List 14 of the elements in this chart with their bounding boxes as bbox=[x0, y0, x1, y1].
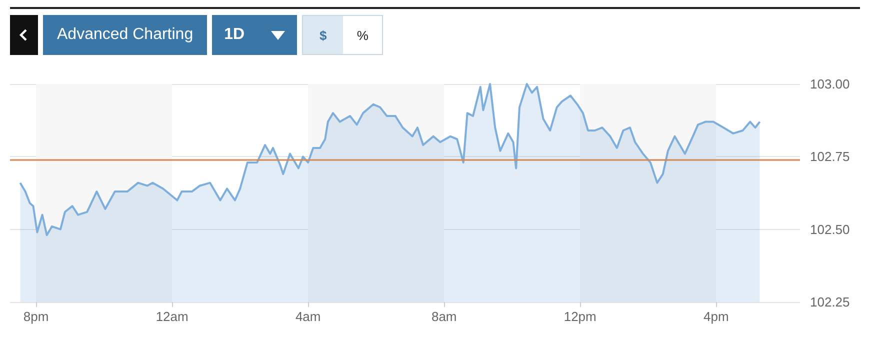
text: % bbox=[343, 16, 382, 54]
x-tick-label: 12am bbox=[156, 309, 188, 324]
y-tick-label: 103.00 bbox=[810, 76, 850, 92]
y-tick-label: 102.25 bbox=[810, 294, 850, 310]
y-tick-label: 102.50 bbox=[810, 222, 850, 237]
x-tick-label: 4am bbox=[295, 309, 321, 324]
x-tick-label: 12pm bbox=[564, 309, 596, 324]
y-tick-label: 102.75 bbox=[810, 149, 850, 164]
x-tick-label: 4pm bbox=[703, 309, 729, 324]
x-tick-label: 8pm bbox=[23, 309, 49, 324]
text: 1D bbox=[224, 26, 245, 44]
text: $ bbox=[303, 16, 344, 54]
text: Advanced Charting bbox=[43, 15, 208, 55]
x-tick-label: 8am bbox=[431, 309, 457, 324]
